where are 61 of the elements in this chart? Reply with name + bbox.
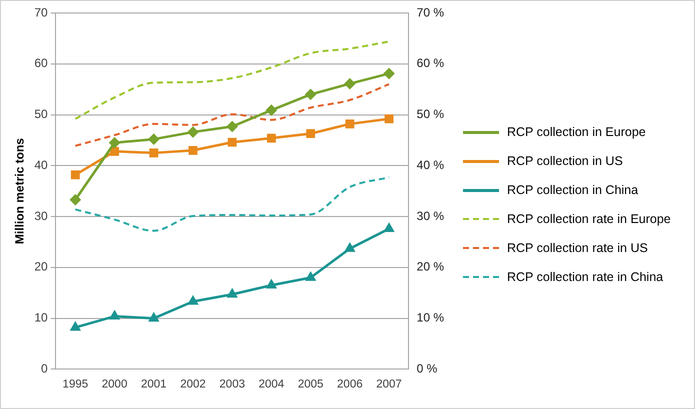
y-tick-label: 70 — [34, 5, 48, 20]
point — [188, 296, 198, 305]
x-tick-label: 2006 — [337, 378, 363, 390]
y-tick-label: 10 — [34, 310, 48, 325]
y2-tick-label: 70 % — [416, 5, 444, 20]
point — [266, 104, 277, 116]
point — [226, 121, 238, 132]
legend-label: RCP collection in US — [507, 154, 624, 168]
x-tick-label: 2000 — [102, 378, 128, 390]
point — [188, 146, 198, 155]
y2-tick-label: 50 % — [416, 107, 444, 122]
y2-tick-label: 40 % — [416, 158, 444, 172]
point — [384, 224, 394, 232]
y-tick-label: 20 — [34, 260, 48, 274]
x-tick-label: 1995 — [62, 378, 88, 390]
y-tick-label: 50 — [34, 107, 48, 122]
point — [149, 148, 158, 158]
y-tick-label: 60 — [34, 56, 48, 70]
point — [345, 243, 355, 252]
legend-label: RCP collection in Europe — [507, 124, 647, 140]
x-tick-label: 2005 — [298, 378, 324, 390]
point — [188, 126, 198, 138]
point — [227, 289, 237, 298]
y2-tick-label: 60 % — [416, 56, 444, 70]
point — [306, 272, 316, 281]
x-tick-label: 2007 — [376, 378, 402, 390]
y-axis-title: Million metric tons — [12, 138, 27, 244]
point — [70, 322, 80, 331]
point — [228, 138, 237, 147]
y2-tick-label: 30 % — [416, 208, 444, 223]
point — [306, 129, 316, 138]
legend-label: RCP collection rate in Europe — [507, 212, 672, 226]
line-series — [74, 40, 390, 120]
point — [148, 134, 160, 144]
x-tick-label: 2001 — [140, 378, 167, 390]
x-tick-label: 2002 — [180, 378, 206, 390]
point — [305, 89, 316, 100]
point — [384, 114, 394, 124]
line-series — [74, 176, 390, 232]
line-series — [74, 83, 390, 147]
y-tick-label: 30 — [34, 208, 48, 223]
point — [384, 68, 394, 79]
legend-label: RCP collection rate in China — [507, 270, 664, 284]
x-tick-label: 2004 — [258, 378, 285, 390]
point — [70, 194, 81, 205]
y-tick-label: 0 — [41, 362, 48, 376]
point — [70, 170, 80, 180]
point — [266, 134, 276, 143]
point — [110, 311, 120, 320]
point — [344, 78, 356, 89]
legend-label: RCP collection in China — [507, 182, 640, 198]
point — [110, 146, 119, 156]
legend-label: RCP collection rate in US — [507, 240, 649, 256]
point — [266, 280, 276, 288]
point — [109, 138, 120, 148]
y-tick-label: 40 — [34, 158, 48, 172]
y2-tick-label: 10 % — [416, 310, 444, 325]
y2-tick-label: 0 % — [416, 362, 438, 376]
x-tick-label: 2003 — [219, 378, 245, 390]
y2-tick-label: 20 % — [416, 260, 444, 274]
point — [345, 120, 354, 128]
